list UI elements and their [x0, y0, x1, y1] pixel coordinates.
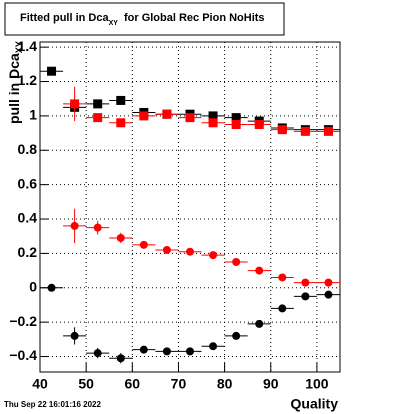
- marker: [255, 319, 264, 328]
- marker: [277, 125, 287, 135]
- marker: [209, 342, 218, 351]
- marker: [116, 95, 126, 105]
- marker: [278, 304, 287, 313]
- marker: [139, 345, 148, 354]
- marker: [139, 111, 149, 121]
- marker: [116, 233, 125, 242]
- marker: [162, 245, 171, 254]
- x-tick-label: 80: [217, 376, 233, 392]
- marker: [301, 292, 310, 301]
- x-axis-label: Quality: [291, 396, 339, 412]
- chart-title: Fitted pull in DcaXY for Global Rec Pion …: [20, 12, 265, 27]
- marker: [255, 266, 264, 275]
- marker: [232, 258, 241, 266]
- title-subscript: XY: [109, 20, 119, 27]
- marker: [70, 221, 79, 230]
- marker: [47, 283, 56, 292]
- marker: [186, 347, 194, 356]
- marker: [93, 349, 102, 358]
- y-tick-label: 1.4: [18, 38, 38, 54]
- x-tick-label: 70: [171, 376, 187, 392]
- marker: [208, 118, 218, 128]
- marker: [232, 331, 241, 340]
- marker: [231, 113, 241, 123]
- marker: [116, 118, 126, 128]
- marker: [162, 109, 172, 119]
- y-tick-label: 0.4: [18, 210, 38, 226]
- marker: [93, 113, 103, 123]
- title-box: [4, 2, 285, 36]
- marker: [301, 278, 310, 287]
- x-tick-label: 50: [78, 376, 94, 392]
- y-tick-label: 0.6: [18, 175, 38, 191]
- marker: [185, 113, 195, 123]
- marker: [208, 111, 218, 121]
- marker: [278, 273, 287, 282]
- x-tick-label: 90: [263, 376, 279, 392]
- y-tick-label: 1: [29, 107, 37, 123]
- marker: [116, 354, 125, 363]
- x-tick-label: 60: [125, 376, 141, 392]
- marker: [323, 126, 333, 136]
- footer: Thu Sep 22 16:01:16 2022: [4, 400, 101, 409]
- marker: [47, 66, 57, 76]
- marker: [186, 247, 194, 256]
- y-tick-label: 0: [29, 278, 37, 294]
- x-tick-label: 100: [305, 376, 329, 392]
- y-tick-label: 0.8: [18, 141, 38, 157]
- y-axis-label: pull in DcaXY: [6, 41, 25, 124]
- marker: [162, 347, 171, 356]
- x-tick-label: 40: [32, 376, 48, 392]
- ylabel-subscript: XY: [14, 41, 24, 53]
- marker: [139, 240, 148, 249]
- ylabel-main: pull in Dca: [6, 53, 22, 124]
- y-tick-label: −0.2: [9, 313, 37, 329]
- marker: [93, 99, 103, 109]
- marker: [70, 331, 79, 340]
- y-tick-label: 0.2: [18, 244, 38, 260]
- marker: [254, 120, 264, 129]
- y-tick-label: −0.4: [9, 347, 37, 363]
- y-tick-label: 1.2: [18, 72, 38, 88]
- marker: [324, 278, 333, 287]
- marker: [209, 251, 218, 260]
- marker: [231, 120, 241, 129]
- marker: [70, 99, 80, 109]
- title-suffix: for Global Rec Pion NoHits: [124, 12, 265, 24]
- title-main: Fitted pull in Dca: [20, 12, 109, 24]
- plot-frame: [39, 41, 341, 373]
- marker: [93, 223, 102, 232]
- marker: [300, 126, 310, 136]
- marker: [324, 290, 333, 299]
